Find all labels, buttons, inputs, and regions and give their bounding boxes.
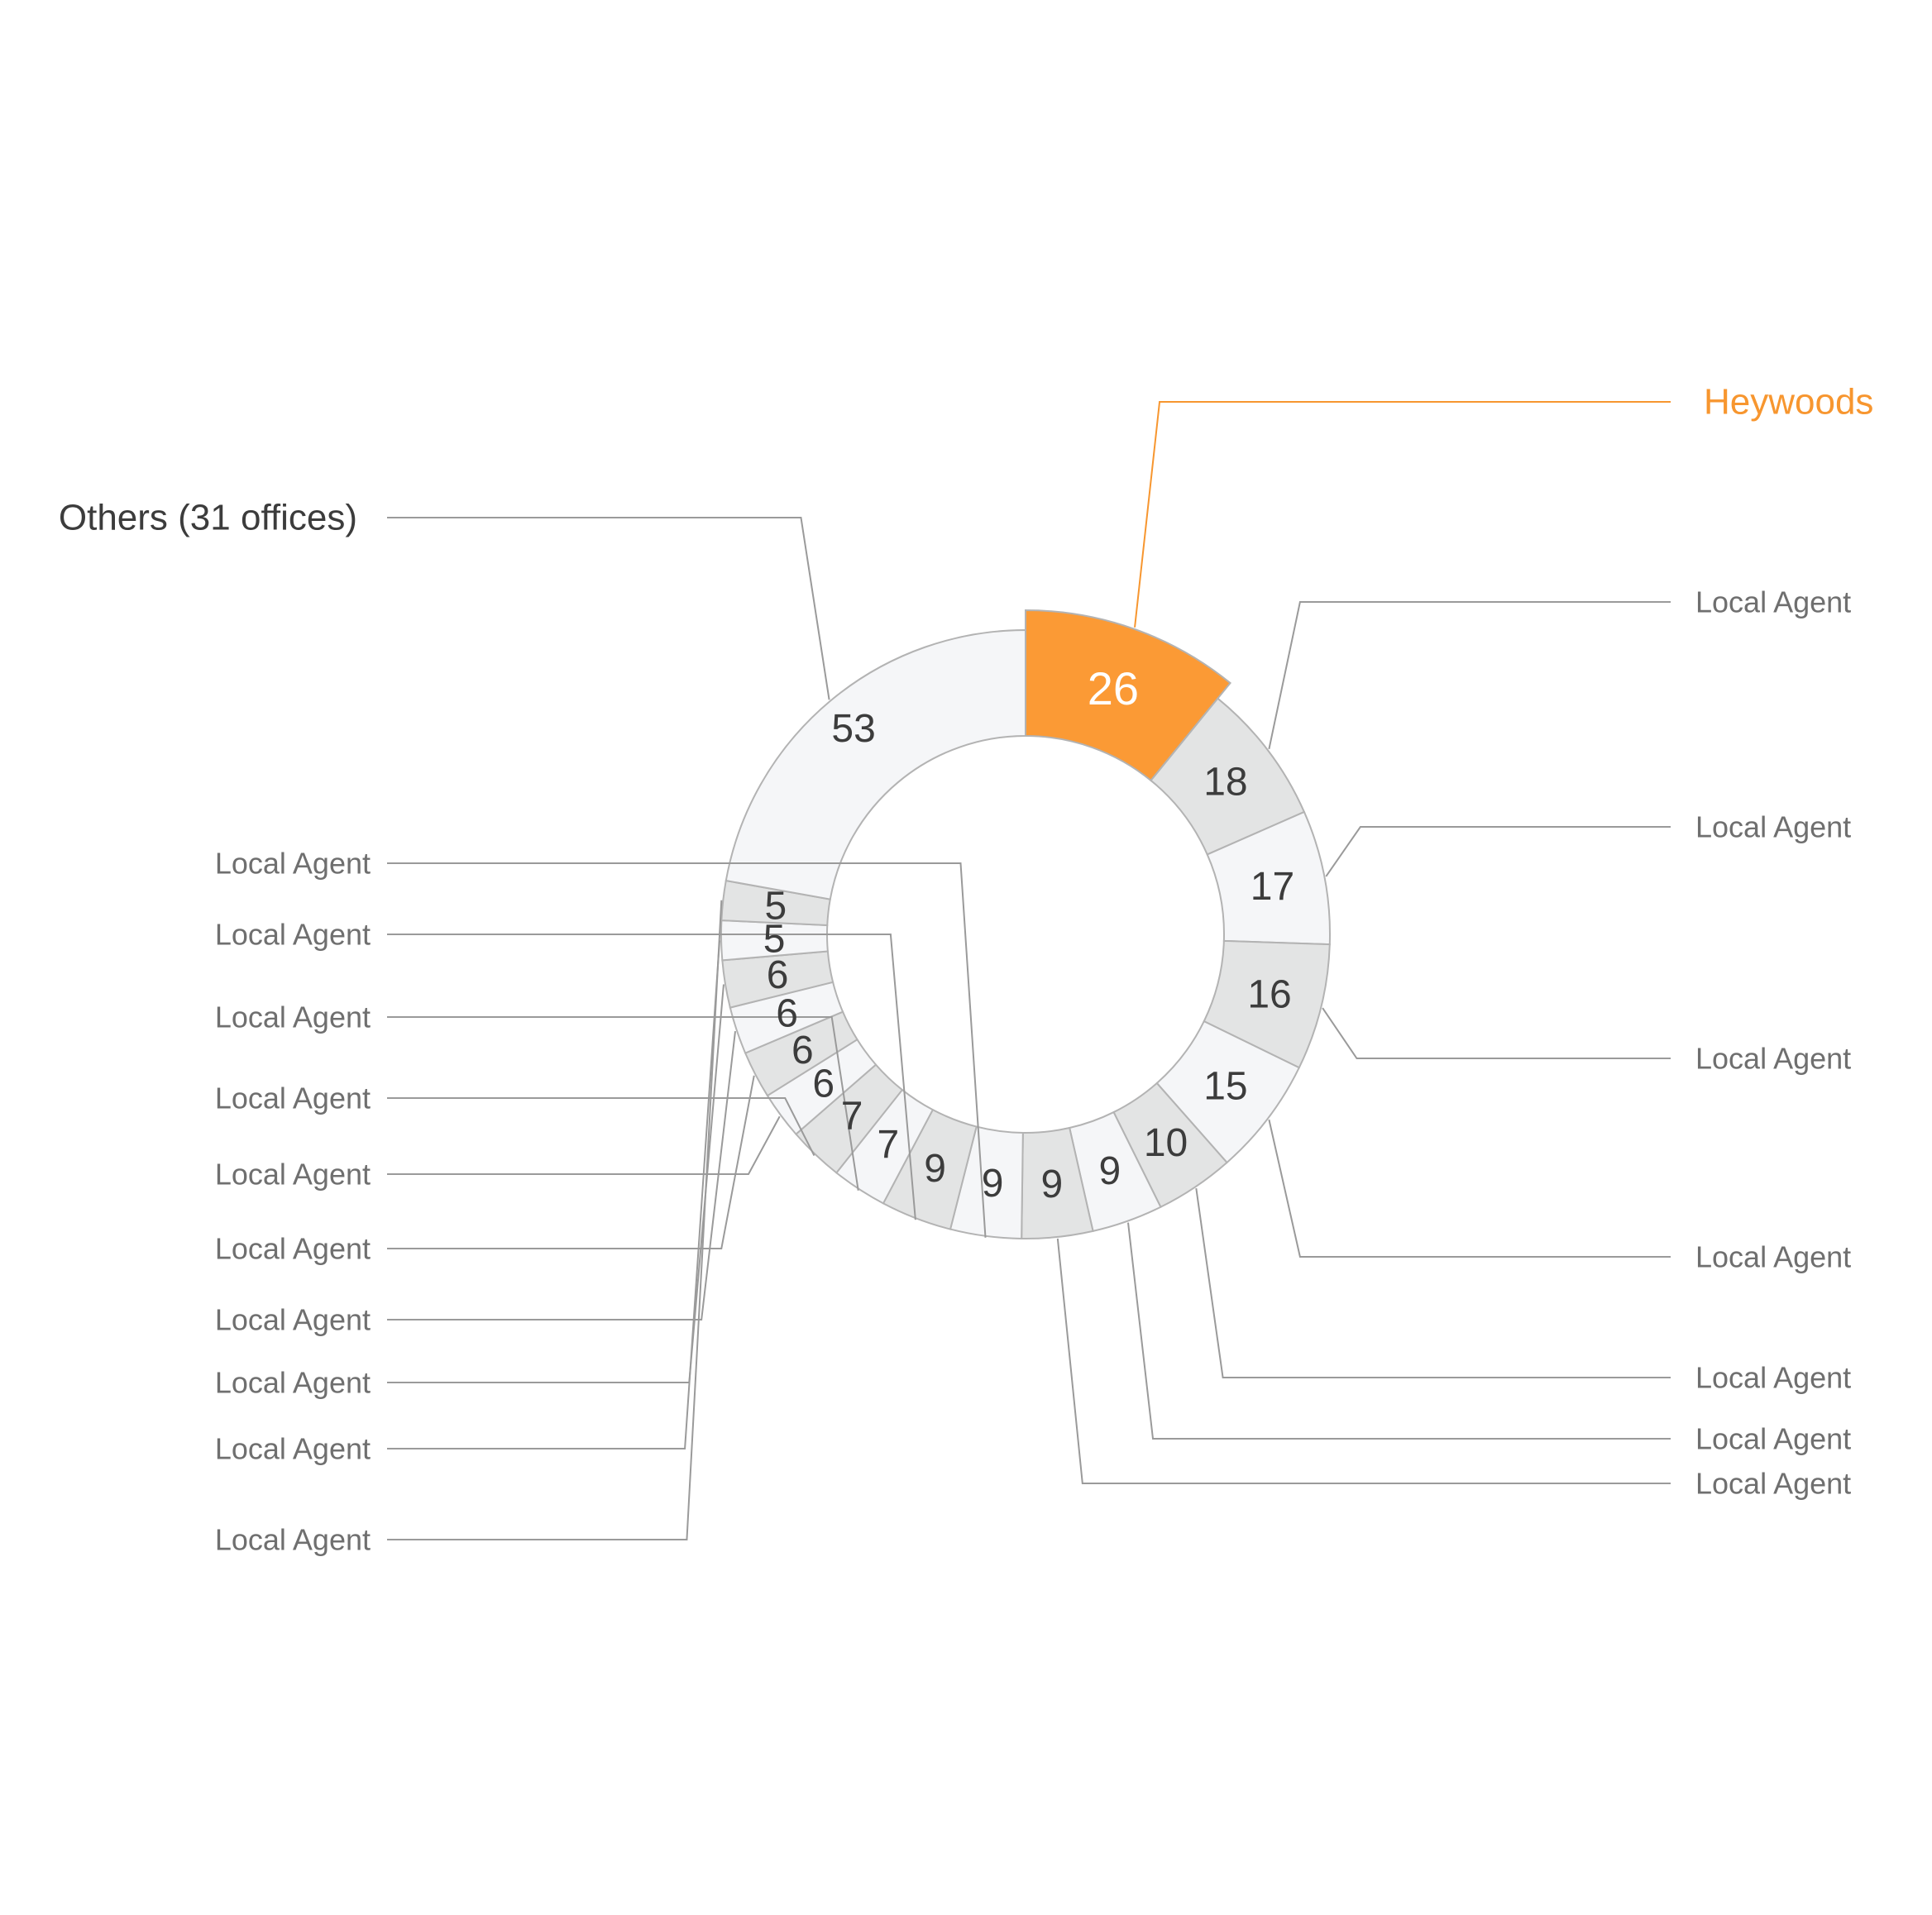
label-local-agent: Local Agent — [1695, 1422, 1851, 1456]
label-local-agent: Local Agent — [215, 918, 371, 952]
leader-lines-layer — [387, 401, 1671, 1540]
leader-line — [1195, 1187, 1671, 1378]
leader-line — [387, 1016, 859, 1191]
slices-layer — [720, 609, 1331, 1239]
leader-line — [1056, 1238, 1671, 1484]
leader-line — [387, 900, 723, 1540]
slice-value-label: 16 — [1247, 973, 1291, 1017]
leader-line — [1268, 1119, 1671, 1258]
label-local-agent: Local Agent — [215, 1303, 371, 1337]
label-local-agent: Local Agent — [215, 1158, 371, 1192]
slice-value-label: 5 — [763, 917, 786, 961]
leader-line — [387, 862, 987, 1238]
slice-others[interactable] — [724, 628, 1026, 900]
leader-line — [387, 934, 916, 1220]
label-local-agent: Local Agent — [1695, 585, 1851, 619]
slice-value-label: 9 — [924, 1147, 946, 1191]
slice-value-label: 7 — [841, 1094, 863, 1138]
label-others: Others (31 offices) — [59, 498, 357, 538]
leader-line — [387, 984, 724, 1383]
leader-line — [387, 1075, 755, 1249]
label-local-agent: Local Agent — [215, 1000, 371, 1034]
label-local-agent: Local Agent — [1695, 810, 1851, 844]
slice-value-label: 17 — [1251, 865, 1294, 909]
leader-line — [387, 940, 721, 1449]
leader-line — [387, 1097, 815, 1157]
slice-heywoods[interactable] — [1025, 609, 1231, 782]
slice-value-label: 26 — [1088, 662, 1139, 714]
label-heywoods: Heywoods — [1704, 382, 1873, 423]
slice-value-label: 7 — [877, 1123, 899, 1167]
label-local-agent: Local Agent — [215, 1082, 371, 1115]
slice-value-label: 18 — [1203, 760, 1247, 804]
label-local-agent: Local Agent — [1695, 1467, 1851, 1501]
leader-line — [1322, 1007, 1671, 1059]
leader-line — [387, 1030, 737, 1320]
slice-value-label: 9 — [982, 1162, 1004, 1206]
leader-line — [387, 517, 830, 700]
label-local-agent: Local Agent — [1695, 1240, 1851, 1274]
leader-line — [1268, 601, 1671, 750]
slice-value-label: 15 — [1203, 1065, 1247, 1109]
label-local-agent: Local Agent — [1695, 1042, 1851, 1076]
slice-value-label: 6 — [791, 1029, 814, 1072]
label-local-agent: Local Agent — [1695, 1361, 1851, 1395]
label-local-agent: Local Agent — [215, 1523, 371, 1557]
slice-value-label: 53 — [831, 707, 875, 751]
slice-value-label: 10 — [1144, 1121, 1188, 1165]
label-local-agent: Local Agent — [215, 1432, 371, 1466]
leader-line — [1134, 401, 1671, 628]
slice-value-label: 9 — [1041, 1163, 1064, 1206]
label-local-agent: Local Agent — [215, 847, 371, 881]
slice-value-label: 6 — [767, 953, 789, 997]
label-local-agent: Local Agent — [215, 1366, 371, 1400]
slice-value-label: 6 — [776, 992, 798, 1036]
slice-value-label: 6 — [812, 1062, 834, 1106]
label-local-agent: Local Agent — [215, 1232, 371, 1266]
leader-line — [387, 1115, 781, 1175]
slice-value-label: 5 — [765, 885, 787, 929]
slice-value-label: 9 — [1099, 1149, 1121, 1193]
leader-line — [1127, 1222, 1671, 1440]
category-labels-layer: Heywoods Local Agent Local Agent Local Agen… — [59, 382, 1874, 1557]
leader-line — [1325, 826, 1671, 877]
